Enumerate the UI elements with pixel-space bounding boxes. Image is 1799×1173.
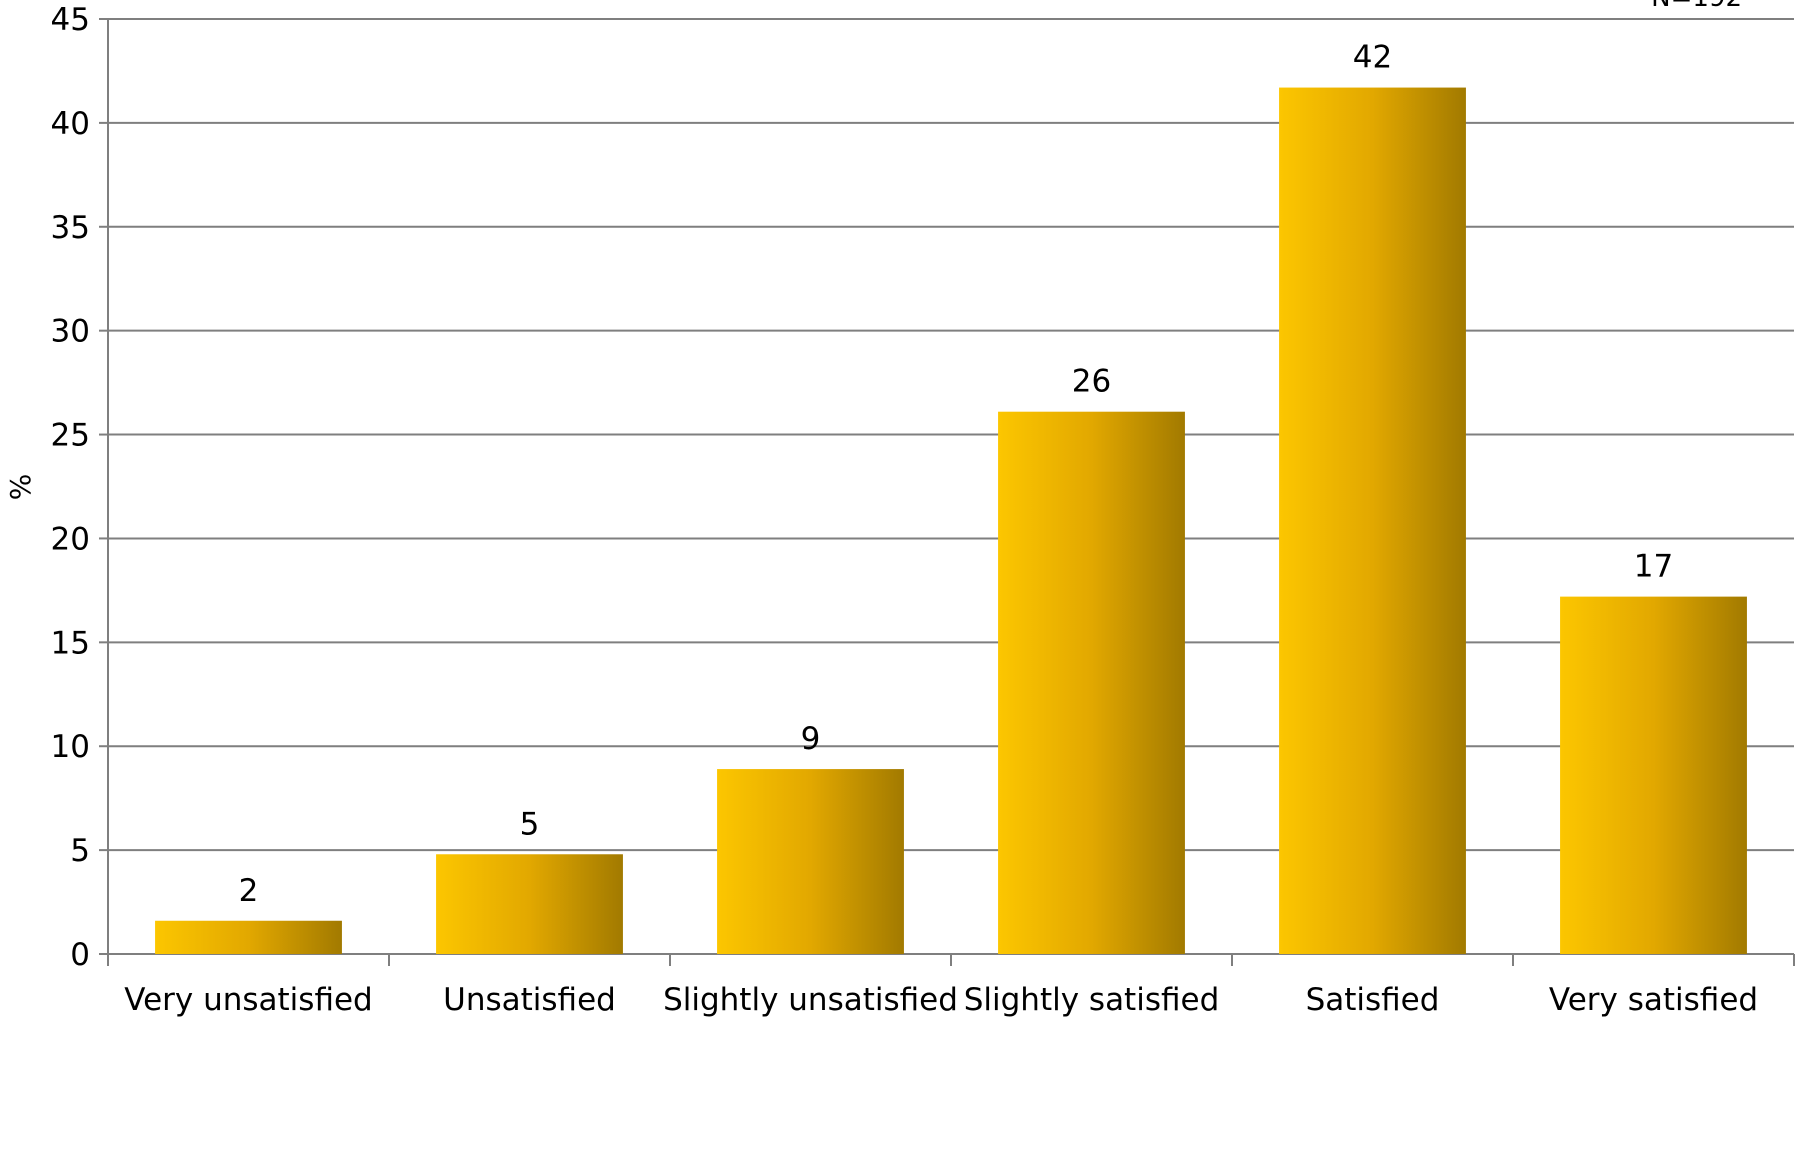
bar — [436, 854, 623, 954]
y-tick-label: 20 — [51, 521, 90, 557]
y-tick-label: 45 — [51, 2, 90, 38]
data-label: 9 — [801, 721, 821, 757]
bar — [998, 411, 1185, 954]
data-label: 42 — [1353, 40, 1392, 76]
x-category-label: Very satisfied — [1549, 982, 1758, 1018]
gridlines — [108, 18, 1794, 852]
x-category-label: Unsatisfied — [443, 982, 616, 1018]
y-axis-title: % — [4, 474, 37, 501]
y-tick-label: 0 — [70, 937, 90, 973]
data-label: 2 — [239, 873, 259, 909]
bars — [155, 87, 1747, 955]
data-label: 17 — [1634, 549, 1673, 585]
bar — [1560, 596, 1747, 954]
y-tick-label: 40 — [51, 106, 90, 142]
x-category-label: Slightly unsatisfied — [663, 982, 958, 1018]
x-category-label: Slightly satisfied — [964, 982, 1220, 1018]
y-tick-label: 25 — [51, 418, 90, 454]
y-tick-label: 10 — [51, 729, 90, 765]
labels: 0 5 10 15 20 25 30 35 40 45 2 Very unsatisfied 5 Unsa… — [51, 2, 1759, 1018]
axes — [99, 18, 1795, 966]
y-tick-label: 5 — [70, 833, 90, 869]
data-label: 5 — [520, 806, 540, 842]
x-category-label: Very unsatisfied — [124, 982, 372, 1018]
sample-size-note: N=192 — [1651, 0, 1742, 13]
data-label: 26 — [1072, 364, 1111, 400]
x-category-label: Satisfied — [1306, 982, 1440, 1018]
bar — [1279, 87, 1466, 955]
y-tick-label: 30 — [51, 314, 90, 350]
bar — [155, 920, 342, 954]
y-tick-label: 35 — [51, 210, 90, 246]
y-tick-label: 15 — [51, 625, 90, 661]
bar — [717, 769, 904, 954]
